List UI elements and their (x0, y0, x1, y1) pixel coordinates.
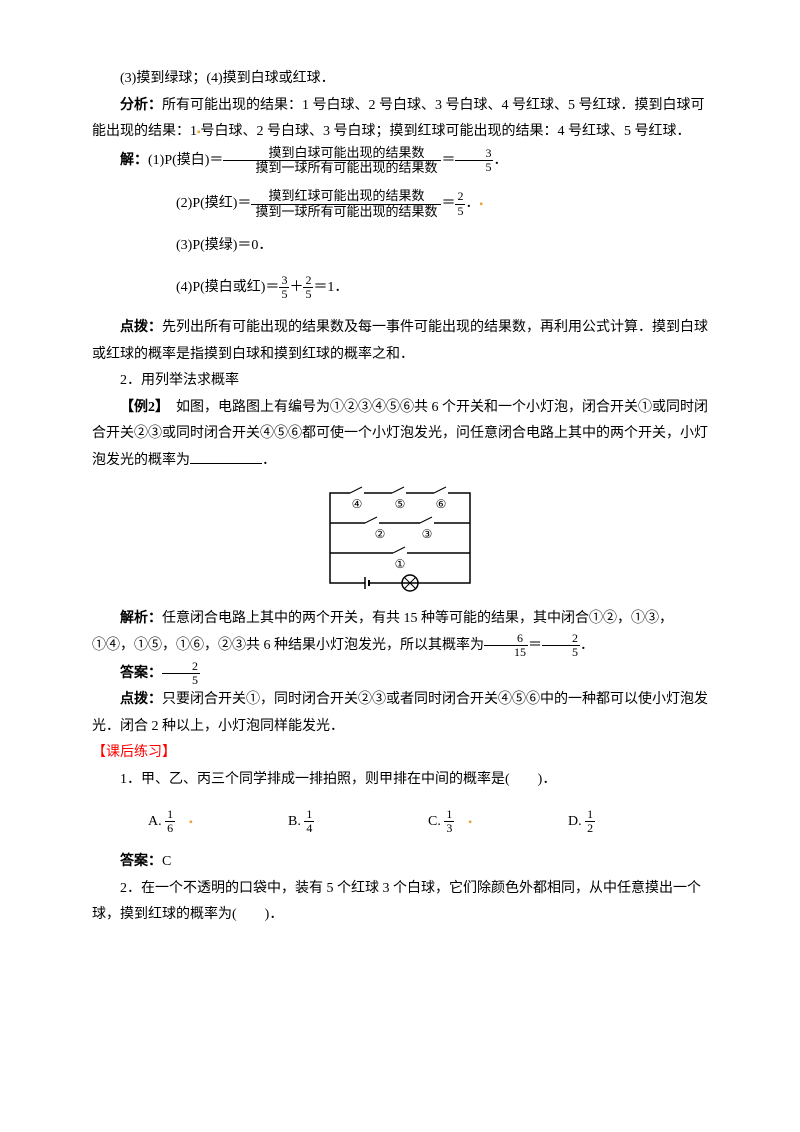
frac-1-3: 13 (444, 808, 454, 835)
jiexi-label: 解析： (120, 611, 162, 626)
ex2-text: 如图，电路图上有编号为①②③④⑤⑥共 6 个开关和一个小灯泡，闭合开关①或同时闭… (92, 400, 708, 468)
frac-2-5c: 25 (542, 632, 580, 659)
q1-ans-label: 答案： (120, 854, 162, 869)
dot-icon: ▪ (468, 817, 472, 828)
line-q3q4: (3)摸到绿球；(4)摸到白球或红球． (92, 66, 708, 93)
period: ． (465, 196, 479, 211)
db2-text: 只要闭合开关①，同时闭合开关②③或者同时闭合开关④⑤⑥中的一种都可以使小灯泡发光… (92, 692, 708, 734)
svg-text:①: ① (395, 557, 406, 571)
period: ． (580, 638, 594, 653)
dot-icon: ▪ (479, 199, 483, 210)
question-1: 1．甲、乙、丙三个同学排成一排拍照，则甲排在中间的概率是( )． (92, 767, 708, 794)
solution-4: (4)P(摸白或红)＝35＋25＝1． (92, 274, 708, 302)
eq: ＝ (441, 153, 455, 168)
solution-2: (2)P(摸红)＝摸到红球可能出现的结果数摸到一球所有可能出现的结果数＝25．▪ (92, 189, 708, 219)
jiexi: 解析：任意闭合电路上其中的两个开关，有共 15 种等可能的结果，其中闭合①②，①… (92, 606, 708, 660)
solution-3: (3)P(摸绿)＝0． (92, 233, 708, 260)
s2-prefix: (2)P(摸红)＝ (176, 196, 251, 211)
svg-text:②: ② (375, 527, 386, 541)
eq1: ＝1． (313, 279, 348, 294)
q1-ans-val: C (162, 854, 171, 869)
choice-d[interactable]: D. 12 (568, 808, 708, 836)
analysis-body2: 号白球、2 号白球、3 号白球；摸到红球可能出现的结果：4 号红球、5 号红球． (201, 124, 691, 139)
frac-1-4: 14 (304, 808, 314, 835)
solve-label: 解： (120, 153, 148, 168)
analysis-label: 分析： (120, 98, 162, 113)
s4-prefix: (4)P(摸白或红)＝ (176, 279, 279, 294)
q1-answer: 答案：C (92, 849, 708, 876)
frac-2-5: 25 (455, 190, 465, 217)
ex2-end: ． (262, 453, 276, 468)
db2-label: 点拨： (120, 692, 162, 707)
frac-1-2: 12 (585, 808, 595, 835)
choice-c[interactable]: C. 13 ▪ (428, 808, 568, 836)
choice-b[interactable]: B. 14 (288, 808, 428, 836)
svg-text:⑤: ⑤ (395, 497, 406, 511)
svg-text:③: ③ (422, 527, 433, 541)
choice-a[interactable]: A. 16 ▪ (148, 808, 288, 836)
frac-3-5: 35 (455, 147, 493, 174)
solution-1: 解：(1)P(摸白)＝摸到白球可能出现的结果数摸到一球所有可能出现的结果数＝35… (92, 146, 708, 176)
fill-blank (190, 449, 262, 464)
dianbo-label: 点拨： (120, 320, 162, 335)
answer-line: 答案：25 (92, 660, 708, 688)
q1-choices: A. 16 ▪ B. 14 C. 13 ▪ D. 12 (92, 808, 708, 836)
frac-2-5b: 25 (303, 274, 313, 301)
ex2-label: 【例2】 (120, 400, 162, 415)
frac-1-6: 16 (165, 808, 175, 835)
question-2: 2．在一个不透明的口袋中，装有 5 个红球 3 个白球，它们除颜色外都相同，从中… (92, 876, 708, 929)
svg-text:⑥: ⑥ (436, 497, 447, 511)
analysis-para: 分析：所有可能出现的结果：1 号白球、2 号白球、3 号白球、4 号红球、5 号… (92, 93, 708, 146)
dianbo-2: 点拨：只要闭合开关①，同时闭合开关②③或者同时闭合开关④⑤⑥中的一种都可以使小灯… (92, 687, 708, 740)
plus: ＋ (289, 279, 303, 294)
dianbo-text: 先列出所有可能出现的结果数及每一事件可能出现的结果数，再利用公式计算．摸到白球或… (92, 320, 708, 362)
frac-text-1: 摸到白球可能出现的结果数摸到一球所有可能出现的结果数 (223, 146, 441, 176)
svg-text:④: ④ (352, 497, 363, 511)
circuit-diagram: ④ ⑤ ⑥ ② ③ ① (310, 483, 490, 598)
sec2-title: 2．用列举法求概率 (92, 368, 708, 395)
period: ． (493, 153, 507, 168)
ans-label: 答案： (120, 666, 162, 681)
eq: ＝ (528, 638, 542, 653)
s1-prefix: (1)P(摸白)＝ (148, 153, 223, 168)
post-exercise-title: 【课后练习】 (92, 740, 708, 767)
frac-6-15: 615 (484, 632, 528, 659)
eq: ＝ (441, 196, 455, 211)
example-2: 【例2】 如图，电路图上有编号为①②③④⑤⑥共 6 个开关和一个小灯泡，闭合开关… (92, 395, 708, 475)
dot-icon: ▪ (189, 817, 193, 828)
frac-ans: 25 (162, 660, 200, 687)
frac-text-2: 摸到红球可能出现的结果数摸到一球所有可能出现的结果数 (251, 189, 441, 219)
dianbo-1: 点拨：先列出所有可能出现的结果数及每一事件可能出现的结果数，再利用公式计算．摸到… (92, 315, 708, 368)
frac-3-5b: 35 (279, 274, 289, 301)
